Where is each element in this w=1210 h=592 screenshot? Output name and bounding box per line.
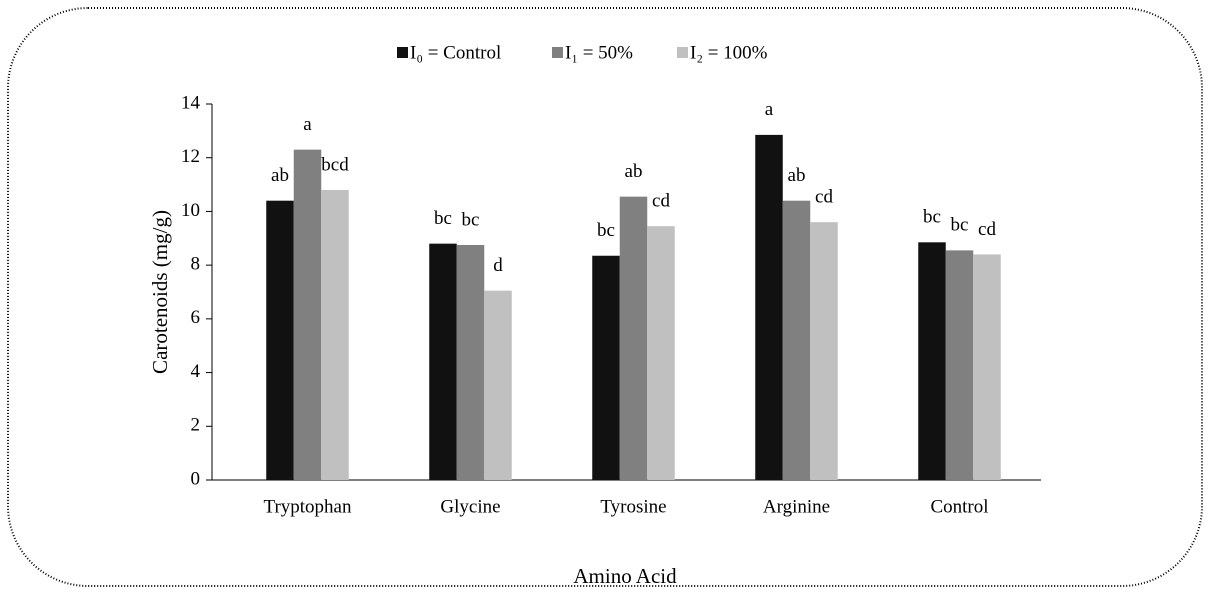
bar	[945, 250, 974, 480]
x-tick-label: Tryptophan	[264, 496, 352, 517]
x-tick-label: Control	[930, 496, 988, 517]
legend-swatch	[552, 47, 563, 58]
bar	[592, 255, 620, 480]
bar	[293, 149, 322, 480]
bar	[973, 254, 1001, 480]
annotation: bc	[951, 215, 969, 236]
bar	[918, 242, 946, 480]
bar	[755, 134, 783, 480]
frame	[7, 7, 1203, 587]
x-tick-label: Tyrosine	[600, 496, 666, 517]
bar	[647, 226, 675, 480]
annotation: cd	[815, 187, 833, 208]
y-tick-label: 10	[181, 200, 200, 221]
y-tick-label: 6	[191, 307, 201, 328]
annotation: bc	[597, 220, 615, 241]
y-tick-label: 14	[181, 92, 201, 113]
annotation: d	[493, 255, 503, 276]
annotation: cd	[652, 191, 670, 212]
y-tick-label: 8	[191, 254, 201, 275]
x-tick-label: Arginine	[763, 496, 830, 517]
bar	[266, 200, 294, 480]
legend-label: I₂ = 100%	[690, 42, 768, 63]
legend-swatch	[397, 47, 408, 58]
bar	[810, 222, 838, 480]
annotation: a	[303, 114, 312, 135]
x-tick-label: Glycine	[440, 496, 500, 517]
y-tick-label: 2	[191, 415, 201, 436]
legend-label: I₁ = 50%	[565, 42, 633, 63]
annotation: cd	[978, 219, 996, 240]
annotation: bc	[923, 207, 941, 228]
annotation: bc	[462, 209, 480, 230]
annotation: ab	[271, 165, 289, 186]
x-axis-label: Amino Acid	[573, 564, 677, 588]
y-tick-label: 12	[181, 146, 200, 167]
bar	[321, 189, 349, 480]
annotation: a	[765, 99, 774, 120]
annotation: bcd	[321, 154, 349, 175]
legend-label: I₀ = Control	[410, 42, 501, 63]
y-axis-label: Carotenoids (mg/g)	[148, 210, 172, 374]
bar	[782, 200, 811, 480]
bar	[456, 245, 485, 480]
bar	[484, 290, 512, 480]
annotation: ab	[788, 165, 806, 186]
annotation: bc	[434, 208, 452, 229]
bar	[429, 243, 457, 480]
annotation: ab	[625, 161, 643, 182]
y-tick-label: 0	[191, 468, 201, 489]
bar	[619, 196, 648, 480]
y-tick-label: 4	[191, 361, 201, 382]
legend-swatch	[677, 47, 688, 58]
